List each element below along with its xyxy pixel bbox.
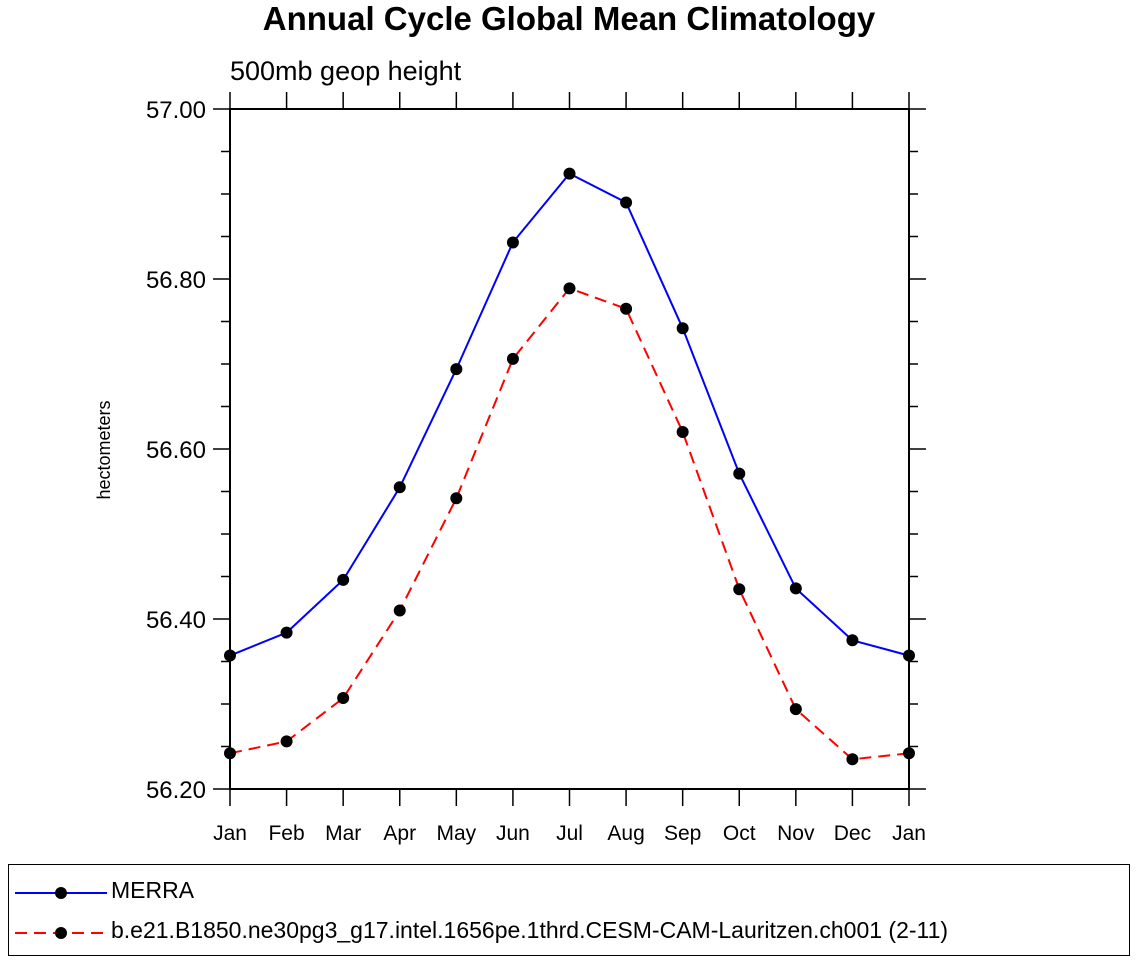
series-line-1 xyxy=(229,287,910,761)
x-tick-label: Nov xyxy=(777,822,815,845)
x-tick-label: Jan xyxy=(213,822,247,845)
data-point-s0-10 xyxy=(789,582,802,595)
data-point-s1-6 xyxy=(563,282,576,295)
data-point-s0-8 xyxy=(676,322,689,335)
data-point-s1-2 xyxy=(337,692,350,705)
x-tick-label: Jul xyxy=(556,822,583,845)
chart-subtitle: 500mb geop height xyxy=(230,56,462,86)
data-point-s0-0 xyxy=(224,649,236,662)
legend-label-merra: MERRA xyxy=(111,877,195,903)
data-point-s1-0 xyxy=(224,747,236,760)
data-point-s1-7 xyxy=(620,302,633,315)
legend-swatch-merra xyxy=(15,887,107,899)
axes: 56.20 56.40 56.60 56.80 57.00 Jan Feb Mar Apr May… xyxy=(146,92,926,845)
legend-label-cesm: b.e21.B1850.ne30pg3_g17.intel.1656pe.1th… xyxy=(111,917,949,943)
data-point-s1-4 xyxy=(450,492,463,505)
data-point-s1-10 xyxy=(789,703,802,716)
x-tick-label: Apr xyxy=(383,822,416,845)
data-point-s1-11 xyxy=(846,753,859,766)
y-tick-label: 56.40 xyxy=(146,607,206,634)
data-point-s0-11 xyxy=(846,634,859,647)
data-point-s0-12 xyxy=(903,649,915,662)
x-tick-label: Dec xyxy=(834,822,871,845)
x-tick-label: Oct xyxy=(723,822,756,845)
data-point-s1-12 xyxy=(903,747,915,760)
x-tick-label: Jan xyxy=(892,822,926,845)
x-tick-label: Mar xyxy=(325,822,361,845)
data-point-s1-9 xyxy=(733,583,746,596)
y-tick-label: 56.20 xyxy=(146,777,206,804)
series-line-0 xyxy=(229,172,910,657)
data-point-s0-6 xyxy=(563,167,576,180)
chart-plot: hectometers 56.20 56.40 56.60 56.80 57.00 Jan… xyxy=(94,92,926,845)
data-point-s1-3 xyxy=(393,604,406,617)
x-tick-label: May xyxy=(436,822,476,845)
y-tick-label: 56.80 xyxy=(146,267,206,294)
data-point-s0-1 xyxy=(280,626,293,639)
legend-item-merra: MERRA xyxy=(9,873,1129,913)
legend-swatch-cesm xyxy=(15,927,107,939)
x-tick-label: Feb xyxy=(268,822,304,845)
chart-title: Annual Cycle Global Mean Climatology xyxy=(262,0,876,37)
data-point-s0-2 xyxy=(337,573,350,586)
y-tick-label: 56.60 xyxy=(146,437,206,464)
data-point-s1-1 xyxy=(280,735,293,748)
series-layer xyxy=(224,167,915,766)
data-point-s1-8 xyxy=(676,426,689,438)
x-tick-label: Aug xyxy=(607,822,644,845)
data-point-s0-3 xyxy=(393,481,406,494)
x-tick-label: Jun xyxy=(496,822,530,845)
data-point-s0-4 xyxy=(450,363,463,376)
plot-frame xyxy=(229,108,910,790)
x-tick-label: Sep xyxy=(664,822,701,845)
data-point-s0-9 xyxy=(733,467,746,480)
y-tick-label: 57.00 xyxy=(146,97,206,124)
legend: MERRA b.e21.B1850.ne30pg3_g17.intel.1656… xyxy=(8,864,1130,956)
data-point-s0-7 xyxy=(620,196,633,209)
data-point-s1-5 xyxy=(506,352,519,365)
legend-item-cesm: b.e21.B1850.ne30pg3_g17.intel.1656pe.1th… xyxy=(9,913,1129,953)
data-point-s0-5 xyxy=(506,236,519,249)
y-axis-label: hectometers xyxy=(94,400,114,499)
